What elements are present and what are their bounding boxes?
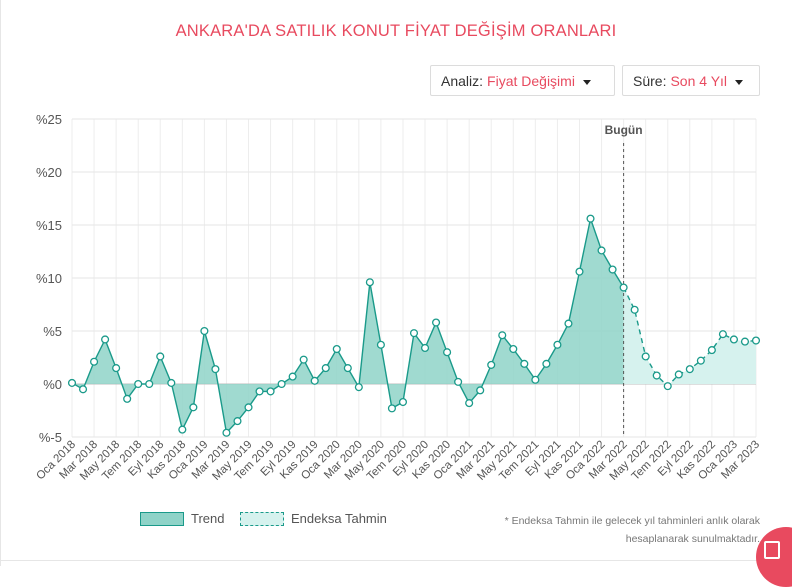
trend-point: [398, 397, 408, 407]
trend-point: [432, 318, 441, 327]
trend-point: [200, 326, 209, 336]
legend-trend[interactable]: Trend: [140, 510, 224, 527]
forecast-point: [641, 352, 650, 361]
forecast-point: [718, 330, 727, 339]
trend-point: [266, 387, 275, 396]
forecast-area: [623, 287, 756, 387]
trend-point: [321, 364, 330, 373]
forecast-point: [685, 365, 694, 374]
y-tick-label: %20: [36, 165, 62, 180]
trend-point: [443, 348, 452, 357]
legend-forecast[interactable]: Endeksa Tahmin: [240, 510, 387, 527]
trend-area: [72, 218, 624, 433]
trend-point: [531, 375, 540, 384]
trend-point: [288, 372, 297, 381]
trend-point: [343, 364, 352, 373]
forecast-point: [707, 346, 716, 355]
trend-point: [134, 379, 143, 389]
trend-point: [332, 344, 341, 354]
trend-point: [564, 319, 573, 328]
trend-point: [509, 344, 518, 354]
period-value: Son 4 Yıl: [670, 72, 728, 89]
trend-point: [90, 357, 99, 366]
trend-point: [520, 359, 529, 368]
trend-point: [167, 378, 176, 387]
trend-point: [78, 385, 88, 394]
caret-down-icon: [735, 79, 744, 85]
trend-point: [454, 377, 463, 386]
trend-point: [365, 278, 374, 287]
page-left-rule: [0, 0, 1, 566]
trend-point: [608, 265, 617, 274]
trend-point: [498, 331, 507, 340]
trend-point: [299, 355, 308, 364]
trend-point: [277, 379, 286, 389]
analysis-value: Fiyat Değişimi: [487, 72, 575, 89]
legend-trend-swatch: [140, 511, 184, 526]
trend-point: [145, 379, 154, 389]
footnote-line-1: * Endeksa Tahmin ile gelecek yıl tahminl…: [504, 515, 760, 527]
y-tick-label: %0: [43, 377, 62, 392]
analysis-label: Analiz:: [441, 72, 484, 89]
trend-point: [310, 376, 319, 385]
today-marker-label: Bugün: [605, 123, 643, 137]
trend-point: [387, 404, 396, 413]
trend-point: [211, 365, 220, 374]
trend-point: [597, 246, 606, 255]
trend-line: [71, 216, 625, 435]
report-icon: [764, 541, 780, 559]
forecast-point: [751, 336, 761, 345]
trend-point: [487, 360, 496, 369]
trend-point: [586, 214, 595, 223]
forecast-point: [729, 335, 738, 344]
y-tick-label: %10: [36, 271, 62, 286]
chart-title: ANKARA'DA SATILIK KONUT FİYAT DEĞİŞİM OR…: [175, 22, 617, 40]
trend-point: [542, 359, 551, 368]
trend-point: [123, 394, 132, 403]
forecast-point: [630, 305, 639, 314]
trend-point: [376, 340, 385, 349]
y-tick-label: %15: [36, 218, 62, 233]
caret-down-icon: [582, 79, 591, 85]
y-tick-label: %5: [43, 324, 62, 339]
y-tick-label: %25: [36, 112, 62, 127]
trend-point: [420, 343, 430, 353]
trend-point: [189, 403, 198, 412]
trend-point: [67, 378, 77, 387]
trend-point: [575, 267, 584, 276]
trend-point: [619, 283, 628, 292]
legend-forecast-label: Endeksa Tahmin: [291, 511, 387, 526]
page-bottom-rule: [0, 560, 792, 561]
trend-point: [553, 340, 562, 349]
period-label: Süre:: [633, 72, 667, 89]
y-tick-label: %-5: [39, 430, 62, 445]
trend-point: [112, 364, 121, 373]
trend-point: [244, 403, 253, 412]
trend-point: [233, 417, 242, 426]
forecast-point: [674, 370, 683, 379]
trend-point: [222, 428, 231, 437]
footnote-line-2: hesaplanarak sunulmaktadır.: [625, 533, 760, 545]
trend-point: [465, 399, 474, 408]
forecast-point: [663, 382, 672, 391]
forecast-point: [652, 371, 661, 380]
trend-point: [409, 329, 419, 338]
forecast-point: [696, 356, 705, 365]
forecast-footnote: * Endeksa Tahmin ile gelecek yıl tahminl…: [440, 512, 760, 548]
trend-point: [255, 387, 264, 396]
analysis-dropdown[interactable]: Analiz: Fiyat Değişimi: [430, 65, 615, 96]
period-dropdown[interactable]: Süre: Son 4 Yıl: [622, 65, 760, 96]
trend-point: [156, 352, 165, 361]
trend-point: [476, 386, 485, 395]
trend-point: [354, 383, 363, 392]
legend-trend-label: Trend: [191, 511, 225, 526]
legend-forecast-swatch: [240, 511, 284, 526]
trend-point: [101, 335, 110, 344]
trend-point: [178, 425, 187, 434]
forecast-point: [740, 337, 750, 346]
